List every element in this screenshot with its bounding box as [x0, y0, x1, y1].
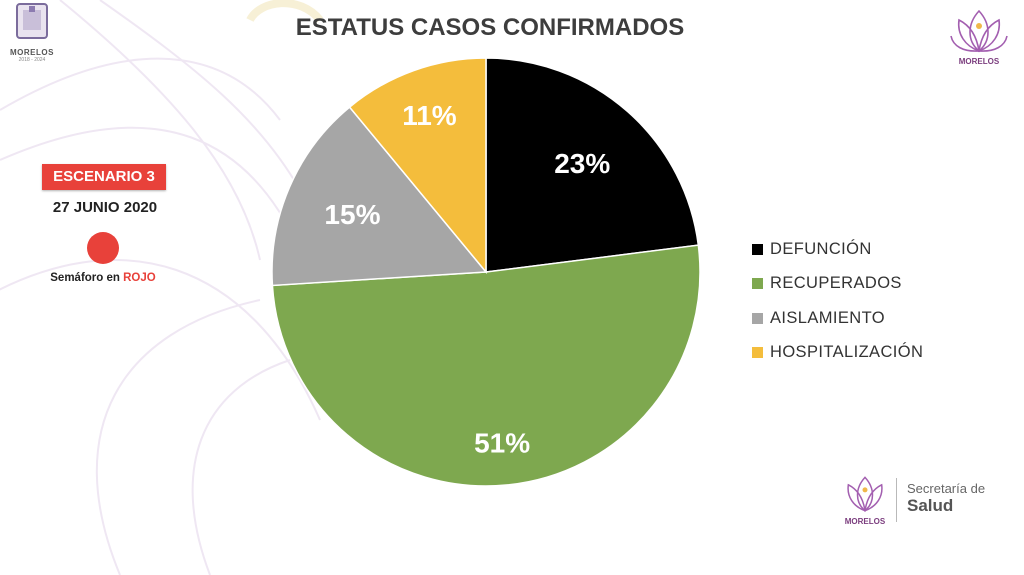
pie-slice-aislamiento	[271, 106, 488, 287]
semaforo-color-word: ROJO	[123, 272, 156, 284]
logo-right-name: MORELOS	[958, 57, 1000, 66]
morelos-shield-logo: MORELOS 2018 - 2024	[4, 2, 60, 63]
pie-slice-recuperados	[271, 244, 701, 487]
legend-label: HOSPITALIZACIÓN	[770, 343, 924, 362]
pie-data-label: 11%	[402, 100, 457, 131]
morelos-lotus-logo: MORELOS	[944, 6, 1014, 66]
legend-swatch	[752, 278, 763, 290]
logo-bottom-name: MORELOS	[844, 517, 886, 526]
legend-item: HOSPITALIZACIÓN	[752, 336, 923, 371]
secretaria-salud-logo: Secretaría de Salud	[896, 478, 985, 522]
legend-label: DEFUNCIÓN	[770, 239, 872, 258]
legend-item: DEFUNCIÓN	[752, 232, 923, 267]
secretaria-label: Secretaría de	[907, 481, 986, 496]
salud-label: Salud	[907, 496, 954, 515]
pie-slice-defunción	[485, 57, 700, 273]
scenario-badge: ESCENARIO 3	[42, 164, 166, 190]
pie-chart: 23% 51% 15% 11%	[271, 57, 701, 487]
legend-label: AISLAMIENTO	[770, 308, 886, 327]
pie-data-label: 15%	[324, 199, 380, 230]
lotus-icon	[847, 476, 883, 512]
chart-legend: DEFUNCIÓN RECUPERADOS AISLAMIENTO HOSPITALI…	[752, 232, 923, 370]
lotus-icon	[950, 9, 1008, 53]
semaforo-prefix: Semáforo en	[50, 272, 124, 284]
semaforo-status: Semáforo en ROJO	[20, 272, 186, 284]
chart-title: ESTATUS CASOS CONFIRMADOS	[295, 14, 685, 41]
report-date: 27 JUNIO 2020	[52, 199, 158, 216]
pie-data-label: 51%	[474, 427, 530, 458]
legend-swatch	[752, 347, 763, 359]
shield-icon	[16, 3, 48, 39]
traffic-light-dot	[87, 232, 119, 264]
legend-swatch	[752, 243, 763, 255]
legend-label: RECUPERADOS	[770, 274, 902, 293]
legend-swatch	[752, 312, 763, 324]
logo-state-name: MORELOS	[10, 48, 54, 57]
morelos-lotus-logo-small: MORELOS	[836, 472, 894, 526]
pie-slice-hospitalización	[348, 57, 487, 275]
logo-years: 2018 - 2024	[18, 57, 46, 63]
legend-item: RECUPERADOS	[752, 267, 923, 302]
pie-data-label: 23%	[554, 148, 610, 179]
legend-item: AISLAMIENTO	[752, 301, 923, 336]
